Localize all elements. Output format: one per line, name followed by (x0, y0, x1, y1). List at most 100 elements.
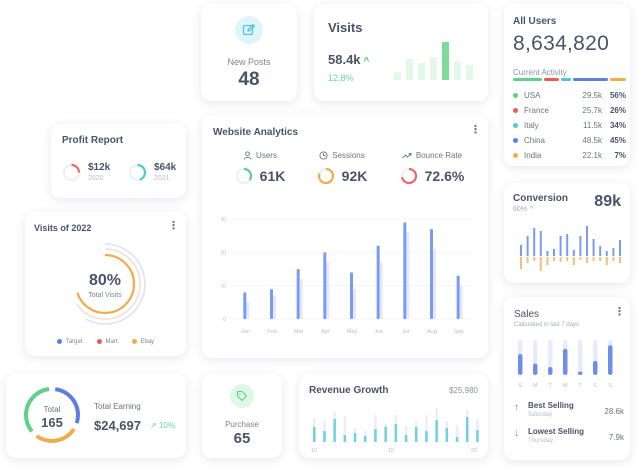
revenue-bar-total (343, 416, 347, 442)
revenue-bar-total (374, 415, 377, 442)
profit-item-2021: $64k 2021 (128, 162, 176, 182)
profit-report-title: Profit Report (62, 135, 124, 146)
x-tick-label: Jul (402, 329, 409, 335)
ring-mart (69, 248, 141, 320)
conversion-value: 89k (594, 193, 621, 210)
country-name: China (524, 136, 545, 145)
x-tick-label: Sep (454, 329, 464, 335)
trend-icon (402, 153, 412, 159)
activity-segment (544, 78, 560, 81)
sales-subtitle: Calculated in last 7 days (514, 322, 580, 328)
revenue-growth-card: Revenue Growth $25,980 10 15 20 (299, 374, 488, 458)
stat-value: 92K (341, 168, 368, 184)
country-name: India (524, 151, 542, 160)
activity-segment (572, 78, 609, 81)
x-tick-label: 20 (471, 448, 477, 454)
current-activity-label: Current Activity (513, 68, 567, 77)
ring-target (64, 243, 146, 325)
bar-series-1 (430, 229, 433, 319)
profit-year: 2021 (154, 175, 170, 182)
bar-series-2 (299, 279, 303, 319)
best-selling-label: Best Selling (528, 401, 574, 410)
y-tick-label: 30 (220, 217, 226, 223)
conversion-title: Conversion (513, 193, 569, 204)
activity-segment (561, 78, 571, 81)
bar-series-1 (296, 269, 300, 319)
ring-progress (317, 167, 334, 185)
x-tick-label: Jan (241, 329, 250, 335)
country-dot (513, 93, 518, 98)
clock-icon (319, 151, 328, 160)
conversion-chart (520, 226, 621, 271)
lowest-selling-row: ↓ Lowest Selling Thursday 7.9k (514, 427, 624, 444)
revenue-bar-value (466, 417, 469, 442)
earning-change: ↗ 10% (150, 421, 175, 430)
more-vertical-icon[interactable]: ⋮ (168, 220, 179, 232)
conversion-bar-positive (612, 248, 615, 256)
revenue-bar-value (364, 436, 367, 442)
sales-bar (548, 366, 553, 375)
conversion-bar-positive (520, 245, 522, 256)
activity-segment (610, 78, 627, 81)
country-percent: 45% (609, 136, 626, 145)
new-posts-label: New Posts (227, 57, 271, 67)
visits-bar (430, 57, 437, 80)
sales-bar (593, 361, 598, 375)
users-progress-ring (235, 167, 252, 185)
conversion-bar-negative (553, 257, 555, 261)
lowest-selling-value: 7.9k (608, 433, 624, 442)
ring-ebay (74, 253, 136, 315)
day-label: S (608, 383, 612, 389)
conversion-bar-negative (520, 257, 522, 269)
activity-bar (513, 78, 627, 81)
visits-2022-card: Visits of 2022 ⋮ 80% Total Visits Target… (25, 212, 186, 356)
day-label: M (533, 383, 538, 389)
revenue-bar-value (404, 435, 408, 442)
country-dot (513, 108, 518, 113)
x-tick-label: Apr (321, 329, 330, 335)
revenue-bar-value (425, 431, 428, 442)
revenue-bar-value (333, 419, 336, 442)
earning-segment (24, 387, 80, 443)
visits-2022-title: Visits of 2022 (34, 223, 92, 233)
revenue-bar-value (313, 427, 316, 442)
purchase-card: Purchase 65 (202, 374, 282, 458)
visits-percent: 80% (88, 272, 122, 289)
revenue-growth-title: Revenue Growth (309, 385, 389, 396)
more-vertical-icon[interactable]: ⋮ (470, 124, 481, 136)
country-row: Italy 11.5k 34% (513, 118, 626, 133)
conversion-percent: 60% (513, 206, 528, 213)
conversion-bar-negative (579, 257, 582, 260)
lowest-selling-day: Thursday (528, 438, 554, 444)
total-earning-amount: $24,697 (94, 418, 141, 433)
country-count: 25.7k (582, 106, 602, 115)
revenue-bar-value (415, 427, 418, 442)
profit-item-2020: $12k 2020 (62, 162, 110, 182)
conversion-bar-positive (586, 226, 588, 256)
revenue-bar-value (374, 429, 377, 442)
trend-up-icon: ^ (530, 206, 534, 213)
country-count: 48.5k (582, 136, 602, 145)
conversion-bar-positive (605, 251, 608, 256)
total-earning-card: Total 165 Total Earning $24,697 ↗ 10% (6, 374, 186, 458)
stat-sessions: Sessions 92K (302, 151, 382, 185)
visits-value-row: 58.4k ^ (328, 52, 369, 67)
x-tick-label: May (347, 329, 358, 335)
revenue-bar-total (425, 415, 428, 442)
best-selling-value: 28.6k (604, 407, 624, 416)
bar-series-2 (379, 262, 383, 319)
bar-series-1 (243, 292, 247, 319)
day-label: T (549, 383, 553, 389)
conversion-bar-negative (533, 257, 536, 261)
conversion-bar-positive (572, 250, 575, 256)
revenue-bar-value (353, 433, 357, 442)
revenue-bar-total (404, 426, 408, 442)
country-dot (513, 123, 518, 128)
best-selling-day: Saturday (528, 412, 553, 418)
bar-series-1 (270, 289, 273, 319)
more-vertical-icon[interactable]: ⋮ (614, 306, 625, 318)
profit-value: $12k (88, 162, 111, 173)
x-tick-label: Aug (427, 329, 437, 335)
conversion-bar-negative (599, 257, 602, 261)
